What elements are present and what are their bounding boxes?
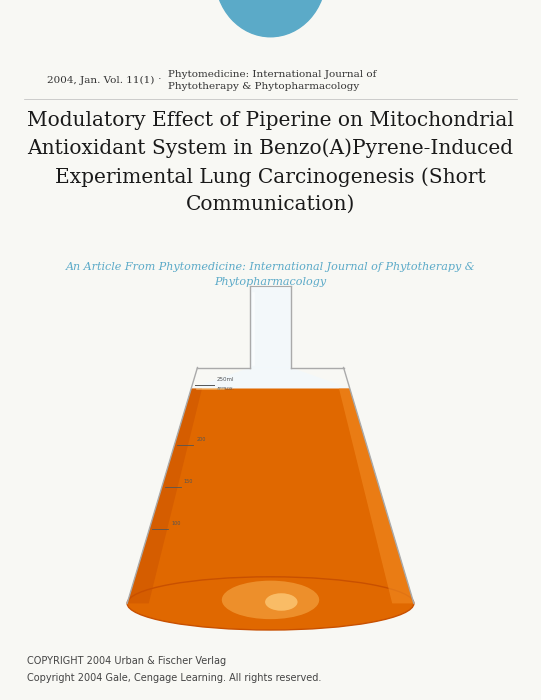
Ellipse shape <box>222 581 319 619</box>
Polygon shape <box>127 389 202 603</box>
Ellipse shape <box>265 593 298 610</box>
Text: Phytomedicine: International Journal of
Phytotherapy & Phytopharmacology: Phytomedicine: International Journal of … <box>168 70 376 91</box>
Text: 150: 150 <box>183 479 193 484</box>
Text: 2004, Jan. Vol. 11(1): 2004, Jan. Vol. 11(1) <box>47 76 154 85</box>
Text: An Article From Phytomedicine: International Journal of Phytotherapy &
Phytophar: An Article From Phytomedicine: Internati… <box>65 262 476 286</box>
Text: 200: 200 <box>196 437 206 442</box>
Polygon shape <box>191 368 350 388</box>
Text: COPYRIGHT 2004 Urban & Fischer Verlag: COPYRIGHT 2004 Urban & Fischer Verlag <box>27 657 226 666</box>
Polygon shape <box>127 389 414 603</box>
Text: Copyright 2004 Gale, Cengage Learning. All rights reserved.: Copyright 2004 Gale, Cengage Learning. A… <box>27 673 321 682</box>
Text: 100: 100 <box>171 521 181 526</box>
Polygon shape <box>339 389 414 603</box>
Polygon shape <box>250 286 291 368</box>
Text: APPROX.: APPROX. <box>216 387 234 391</box>
Ellipse shape <box>215 0 326 36</box>
Text: ·: · <box>158 74 161 84</box>
Text: Modulatory Effect of Piperine on Mitochondrial
Antioxidant System in Benzo(A)Pyr: Modulatory Effect of Piperine on Mitocho… <box>27 111 514 214</box>
Ellipse shape <box>127 577 414 630</box>
Text: 250ml: 250ml <box>216 377 234 382</box>
